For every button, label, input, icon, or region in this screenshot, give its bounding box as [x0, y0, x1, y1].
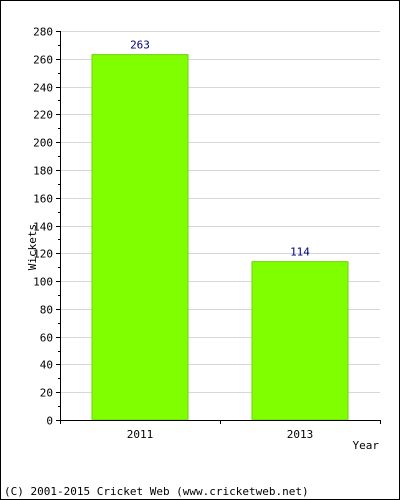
y-tick-label: 140: [33, 221, 53, 234]
x-tick-label: 2011: [127, 428, 154, 441]
y-tick-label: 180: [33, 165, 53, 178]
bars: [91, 54, 349, 421]
y-tick-label: 160: [33, 193, 53, 206]
data-label: 263: [130, 39, 150, 52]
data-labels: 263 114: [130, 39, 310, 259]
y-axis-title: Wickets: [26, 224, 39, 270]
y-tick-label: 280: [33, 26, 53, 39]
data-label: 114: [290, 246, 310, 259]
y-tick-label: 40: [40, 359, 53, 372]
y-tick-label: 80: [40, 304, 53, 317]
y-tick-label: 260: [33, 54, 53, 67]
y-tick-label: 20: [40, 387, 53, 400]
x-tick-label: 2013: [287, 428, 314, 441]
y-tick-label: 220: [33, 109, 53, 122]
axes: 0 20 40 60 80 100 120 140 160 180 200 220 240 260 280 2…: [33, 26, 381, 441]
y-tick-label: 100: [33, 276, 53, 289]
bar: [251, 261, 349, 421]
bar: [91, 54, 189, 421]
x-axis-title: Year: [353, 439, 380, 452]
y-tick-label: 200: [33, 137, 53, 150]
y-tick-label: 60: [40, 332, 53, 345]
y-tick-label: 120: [33, 248, 53, 261]
y-tick-label: 0: [46, 415, 53, 428]
y-tick-label: 240: [33, 82, 53, 95]
copyright-footer: (C) 2001-2015 Cricket Web (www.cricketwe…: [4, 485, 309, 498]
